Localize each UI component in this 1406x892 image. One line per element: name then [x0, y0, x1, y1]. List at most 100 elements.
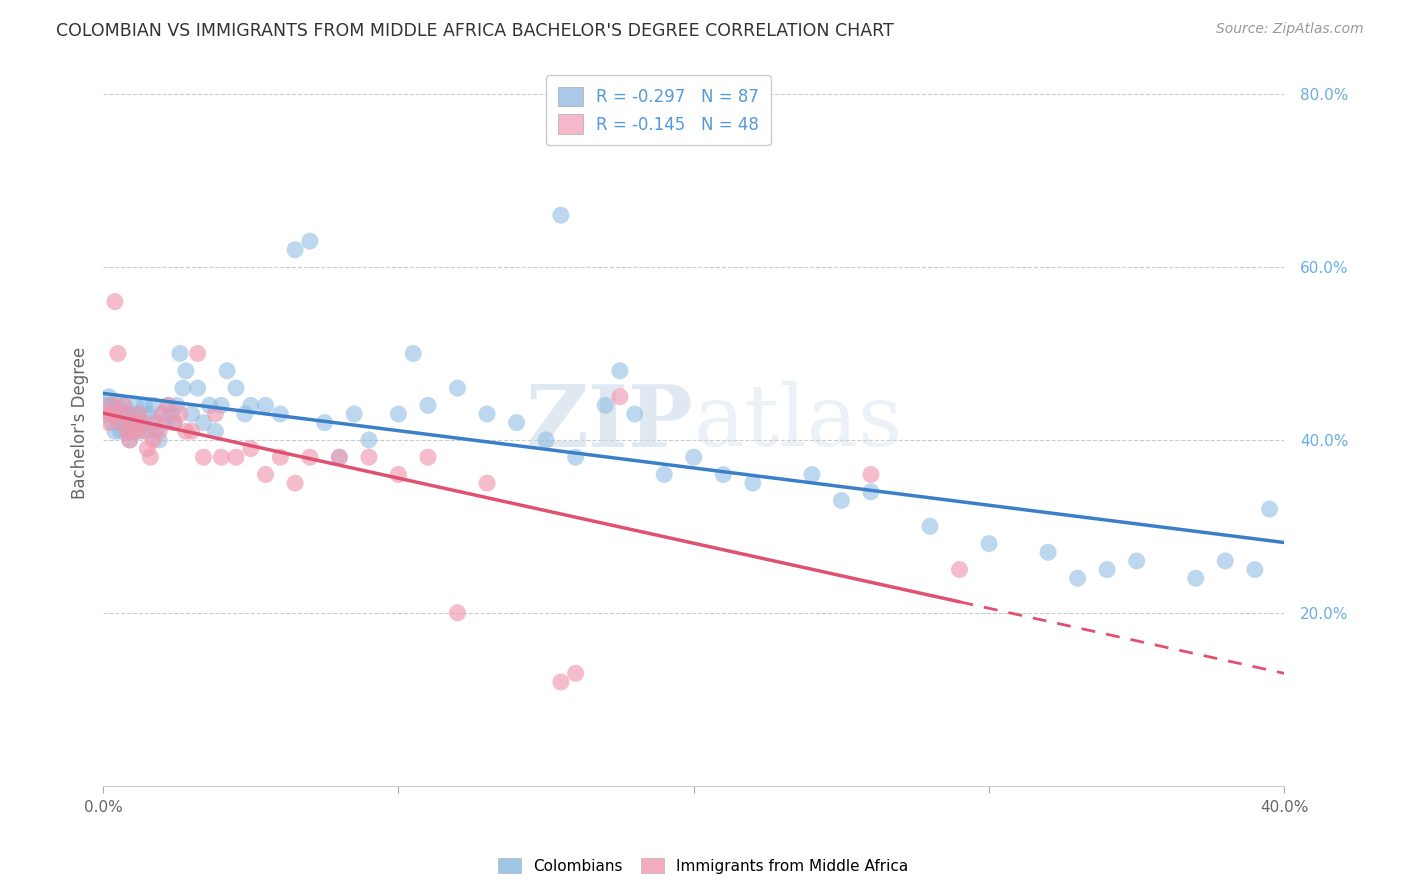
Point [145, 416, 167, 430]
Point [98, 407, 121, 421]
Point [187, 346, 209, 360]
Point [94, 407, 117, 421]
Point [112, 398, 135, 412]
Point [269, 450, 291, 465]
Point [475, 476, 498, 491]
Point [225, 450, 247, 465]
Point [977, 536, 1000, 550]
Point [124, 424, 146, 438]
Point [1066, 571, 1088, 585]
Point [948, 563, 970, 577]
Point [1184, 571, 1206, 585]
Point [104, 424, 127, 438]
Point [139, 450, 162, 465]
Point [139, 416, 162, 430]
Point [209, 398, 232, 412]
Point [711, 467, 734, 482]
Point [859, 484, 882, 499]
Point [112, 407, 135, 421]
Point [150, 407, 173, 421]
Point [174, 364, 197, 378]
Point [1243, 563, 1265, 577]
Point [198, 398, 221, 412]
Point [593, 398, 616, 412]
Point [800, 467, 823, 482]
Point [564, 666, 586, 681]
Point [104, 294, 127, 309]
Point [131, 416, 153, 430]
Point [239, 442, 262, 456]
Point [918, 519, 941, 533]
Point [357, 433, 380, 447]
Point [328, 450, 350, 465]
Point [180, 424, 202, 438]
Point [136, 407, 159, 421]
Point [239, 398, 262, 412]
Point [94, 398, 117, 412]
Text: ZIP: ZIP [526, 381, 693, 465]
Point [153, 416, 176, 430]
Point [609, 390, 631, 404]
Point [505, 416, 527, 430]
Point [150, 407, 173, 421]
Point [134, 398, 156, 412]
Point [145, 424, 167, 438]
Point [124, 416, 146, 430]
Point [343, 407, 366, 421]
Point [101, 407, 124, 421]
Point [121, 424, 143, 438]
Point [225, 381, 247, 395]
Point [110, 424, 132, 438]
Point [652, 467, 675, 482]
Point [163, 416, 186, 430]
Point [254, 467, 277, 482]
Point [128, 407, 150, 421]
Point [148, 433, 170, 447]
Point [269, 407, 291, 421]
Point [609, 364, 631, 378]
Point [131, 416, 153, 430]
Point [107, 398, 129, 412]
Point [163, 416, 186, 430]
Point [110, 416, 132, 430]
Point [112, 416, 135, 430]
Point [298, 234, 321, 248]
Point [416, 450, 439, 465]
Point [134, 424, 156, 438]
Point [180, 407, 202, 421]
Point [157, 398, 180, 412]
Point [534, 433, 557, 447]
Point [136, 442, 159, 456]
Point [101, 398, 124, 412]
Point [402, 346, 425, 360]
Point [564, 450, 586, 465]
Point [1213, 554, 1236, 568]
Point [1125, 554, 1147, 568]
Point [1036, 545, 1059, 559]
Point [475, 407, 498, 421]
Point [284, 476, 307, 491]
Point [101, 398, 124, 412]
Point [204, 407, 226, 421]
Point [98, 416, 121, 430]
Text: COLOMBIAN VS IMMIGRANTS FROM MIDDLE AFRICA BACHELOR'S DEGREE CORRELATION CHART: COLOMBIAN VS IMMIGRANTS FROM MIDDLE AFRI… [56, 22, 894, 40]
Point [128, 424, 150, 438]
Point [209, 450, 232, 465]
Point [110, 407, 132, 421]
Point [830, 493, 852, 508]
Point [107, 416, 129, 430]
Y-axis label: Bachelor's Degree: Bachelor's Degree [72, 346, 89, 499]
Point [193, 450, 215, 465]
Point [115, 424, 138, 438]
Point [387, 407, 409, 421]
Point [741, 476, 763, 491]
Point [118, 416, 141, 430]
Point [118, 433, 141, 447]
Point [169, 346, 191, 360]
Point [550, 675, 572, 690]
Point [187, 381, 209, 395]
Point [387, 467, 409, 482]
Point [118, 433, 141, 447]
Point [623, 407, 645, 421]
Point [128, 407, 150, 421]
